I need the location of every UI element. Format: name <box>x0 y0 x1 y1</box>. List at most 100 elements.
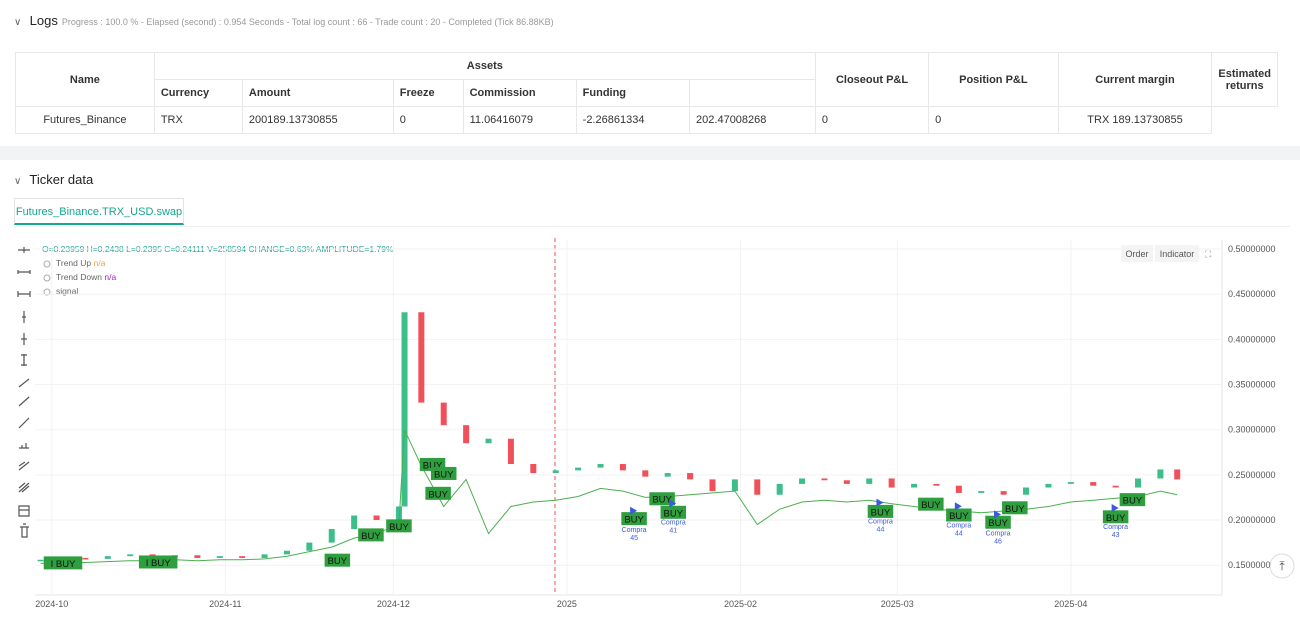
compra-marker <box>630 506 638 515</box>
logs-header[interactable]: ∨ Logs Progress : 100.0 % - Elapsed (seco… <box>14 13 554 28</box>
candle <box>306 542 313 551</box>
logs-title: Logs <box>29 13 58 28</box>
candle <box>1045 483 1052 488</box>
candle <box>507 438 514 465</box>
buy-label: BUY <box>361 531 381 542</box>
buy-label: BUY <box>434 469 454 480</box>
x-tick-label: 2025-02 <box>724 599 757 609</box>
buy-label: BUY <box>664 508 684 519</box>
candle <box>530 464 537 474</box>
buy-label-box <box>1102 510 1129 524</box>
buy-label: I BUY <box>51 559 76 570</box>
eye-icon[interactable] <box>43 288 51 296</box>
compra-label: Compra <box>868 519 893 526</box>
buy-label: I BUY <box>146 558 171 569</box>
buy-label-box <box>918 497 944 511</box>
compra-marker <box>669 499 677 508</box>
data-cell: -2.26861334 <box>575 106 691 134</box>
header-cell: Current margin <box>1057 52 1213 107</box>
buy-label: BUY <box>428 489 448 500</box>
eye-icon[interactable] <box>43 260 51 268</box>
buy-label-box <box>425 486 451 500</box>
buy-label: BUY <box>949 511 969 522</box>
candle <box>642 470 649 477</box>
compra-label: Compra <box>622 527 647 534</box>
assets-table: Name Assets Closeout P&L Position P&L Curren… <box>15 52 1278 134</box>
header-cell: Closeout P&L <box>814 52 930 107</box>
candle <box>955 485 962 493</box>
legend-item: Trend Up n/a <box>56 258 106 268</box>
buy-label: BUY <box>988 518 1008 529</box>
data-cell: TRX <box>153 106 243 134</box>
indicator-button[interactable] <box>1155 245 1199 262</box>
order-button[interactable] <box>1121 245 1153 262</box>
candle <box>597 464 604 468</box>
candle <box>933 483 940 486</box>
candle <box>463 425 470 444</box>
candle <box>1157 469 1164 479</box>
candle <box>575 467 582 471</box>
compra-label: 46 <box>994 538 1002 545</box>
candle <box>1023 487 1030 495</box>
symbol-tab[interactable]: Futures_Binance.TRX_USD.swap <box>14 198 184 225</box>
buy-label-box <box>649 492 675 506</box>
legend-label: signal <box>56 286 78 296</box>
legend-item: Trend Down n/a <box>56 272 116 282</box>
candle <box>418 312 425 403</box>
tab-divider <box>14 226 1290 227</box>
candle <box>328 529 335 543</box>
legend-value: n/a <box>104 272 116 282</box>
buy-label-box <box>1002 501 1028 515</box>
y-tick-label: 0.40000000 <box>1228 334 1276 344</box>
header-cell: Assets <box>153 52 816 80</box>
header-cell: Funding <box>575 79 691 107</box>
scroll-button[interactable] <box>1269 553 1295 579</box>
buy-label-box <box>43 556 83 570</box>
compra-label: 41 <box>669 528 677 535</box>
candle <box>194 555 201 558</box>
buy-label: BUY <box>328 556 348 567</box>
indicator-label: Indicator <box>1160 249 1195 259</box>
candle <box>1174 469 1181 480</box>
compra-label: Compra <box>661 520 686 527</box>
eye-icon[interactable] <box>43 274 51 282</box>
ticker-title: Ticker data <box>29 172 94 187</box>
candle <box>485 438 492 444</box>
y-tick-label: 0.20000000 <box>1228 515 1276 525</box>
ohlc-legend: O=0.23959 H=0.2438 L=0.2395 C=0.24111 V=… <box>42 244 394 254</box>
x-tick-label: 2025 <box>557 599 577 609</box>
legend-item: signal <box>56 286 78 296</box>
legend-label: Trend Down <box>56 272 102 282</box>
data-cell: Futures_Binance <box>15 106 155 134</box>
logs-summary: Progress : 100.0 % - Elapsed (second) : … <box>61 17 554 27</box>
candle <box>171 555 178 558</box>
fullscreen-icon[interactable]: ⛶ <box>1204 249 1212 259</box>
buy-label-box <box>138 555 178 569</box>
header-cell: Currency <box>153 79 243 107</box>
legend-value: n/a <box>94 258 106 268</box>
candle <box>687 473 694 480</box>
candle <box>373 515 380 521</box>
candle <box>440 402 447 426</box>
candle <box>866 478 873 484</box>
buy-label: BUY <box>652 495 672 506</box>
buy-label-box <box>985 515 1011 529</box>
candle <box>37 559 44 562</box>
y-tick-label: 0.45000000 <box>1228 289 1276 299</box>
candle <box>149 554 156 558</box>
ticker-header[interactable]: ∨ Ticker data <box>14 172 94 187</box>
x-tick-label: 2025-04 <box>1054 599 1087 609</box>
compra-label: 44 <box>877 527 885 534</box>
header-row: Currency Amount Freeze Commission Funding <box>16 79 1278 107</box>
scroll-icon: ⤒ <box>1279 559 1285 573</box>
buy-label: BUY <box>1123 496 1143 507</box>
x-tick-label: 2024-10 <box>35 599 68 609</box>
data-cell: TRX 189.13730855 <box>1057 106 1213 134</box>
candle <box>776 483 783 495</box>
data-cell: 200189.13730855 <box>241 106 394 134</box>
buy-label-box <box>419 457 446 471</box>
buy-label: BUY <box>423 460 443 471</box>
buy-label-box <box>358 528 384 542</box>
data-cell: 0 <box>928 106 1059 134</box>
